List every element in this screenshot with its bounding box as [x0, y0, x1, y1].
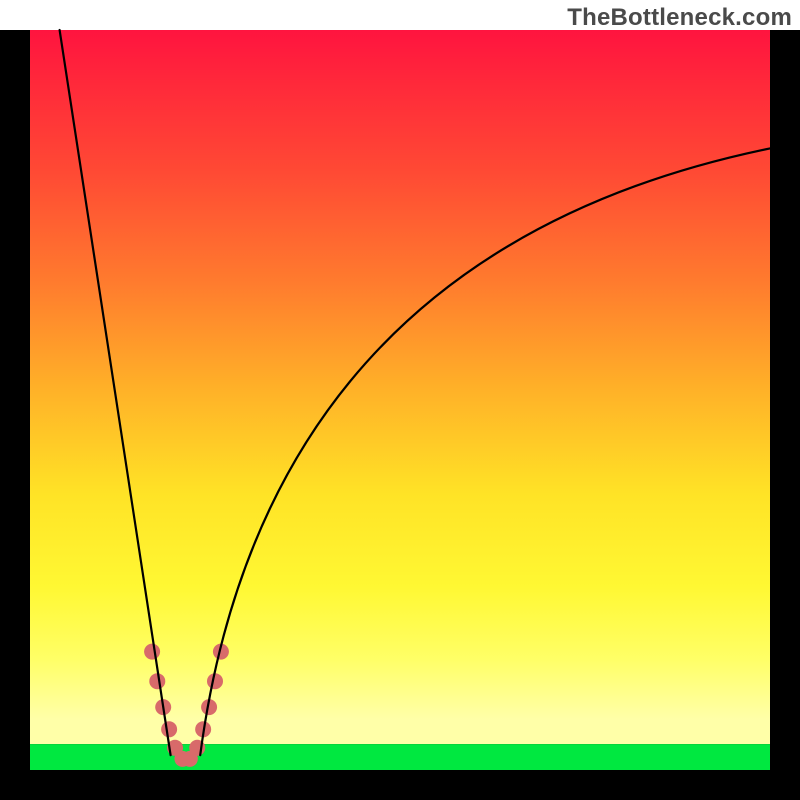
chart-container: TheBottleneck.com [0, 0, 800, 800]
watermark-text: TheBottleneck.com [567, 4, 792, 32]
curve-marker [149, 673, 165, 689]
gradient-area [30, 30, 770, 744]
curve-marker [161, 721, 177, 737]
chart-svg [0, 0, 800, 800]
green-band [30, 744, 770, 770]
curve-marker [144, 644, 160, 660]
